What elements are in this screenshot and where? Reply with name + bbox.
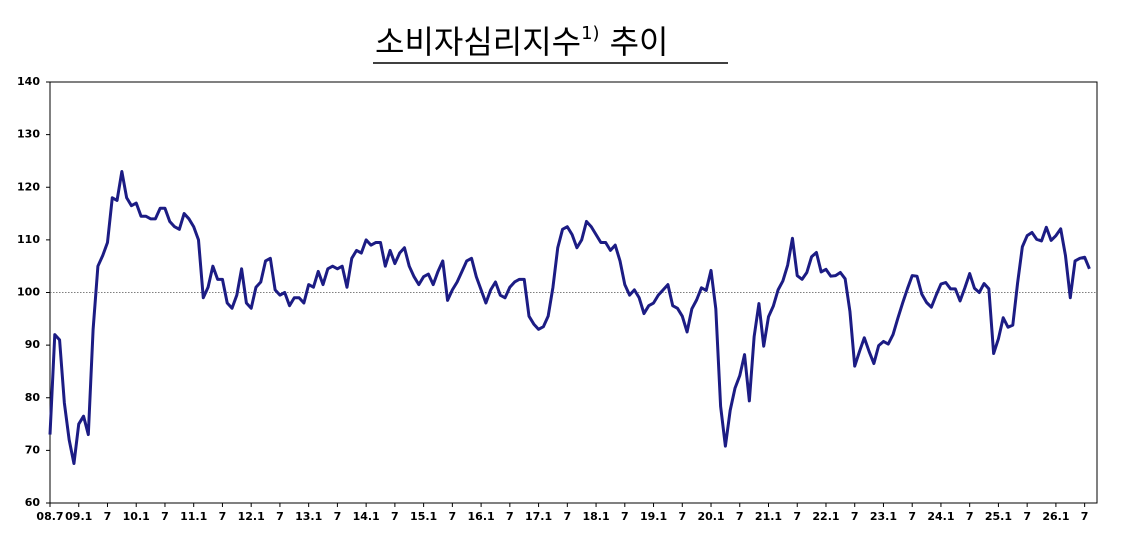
x-tick-label: 14.1 [353, 510, 380, 523]
x-tick-label: 7 [1081, 510, 1089, 523]
x-tick-label: 7 [621, 510, 629, 523]
chart-title: 소비자심리지수1) 추이 [375, 23, 668, 61]
x-tick-label: 16.1 [468, 510, 495, 523]
x-tick-label: 7 [1023, 510, 1031, 523]
x-tick-label: 7 [908, 510, 916, 523]
x-tick-label: 7 [793, 510, 801, 523]
x-tick-label: 7 [506, 510, 514, 523]
y-tick-label: 120 [17, 180, 40, 193]
x-tick-label: 7 [391, 510, 399, 523]
x-tick-label: 7 [563, 510, 571, 523]
x-tick-label: 21.1 [755, 510, 782, 523]
x-tick-label: 7 [736, 510, 744, 523]
x-tick-label: 09.1 [65, 510, 92, 523]
x-tick-label: 12.1 [238, 510, 265, 523]
x-tick-label: 20.1 [697, 510, 724, 523]
x-tick-label: 7 [851, 510, 859, 523]
x-tick-label: 10.1 [123, 510, 150, 523]
x-tick-label: 7 [334, 510, 342, 523]
x-tick-label: 7 [449, 510, 457, 523]
x-tick-label: 19.1 [640, 510, 667, 523]
x-tick-label: 7 [161, 510, 169, 523]
x-tick-label: 18.1 [582, 510, 609, 523]
x-tick-label: 25.1 [985, 510, 1012, 523]
y-tick-label: 60 [25, 496, 41, 509]
y-tick-label: 140 [17, 75, 40, 88]
x-tick-label: 23.1 [870, 510, 897, 523]
x-tick-label: 7 [276, 510, 284, 523]
x-tick-label: 7 [104, 510, 112, 523]
x-tick-label: 13.1 [295, 510, 322, 523]
x-tick-label: 15.1 [410, 510, 437, 523]
title-main: 소비자심리지수 [375, 23, 581, 61]
y-tick-label: 130 [17, 128, 40, 141]
data-line [48, 169, 1091, 466]
x-tick-label: 22.1 [812, 510, 839, 523]
y-tick-label: 70 [25, 443, 41, 456]
x-tick-label: 7 [966, 510, 974, 523]
x-tick-label: 7 [678, 510, 686, 523]
x-tick-label: 7 [219, 510, 227, 523]
x-tick-label: 08.7 [36, 510, 63, 523]
y-tick-label: 90 [25, 338, 41, 351]
x-tick-label: 26.1 [1042, 510, 1069, 523]
x-tick-label: 17.1 [525, 510, 552, 523]
y-tick-label: 110 [17, 233, 40, 246]
y-tick-label: 100 [17, 286, 40, 299]
title-note: 1) [581, 23, 599, 44]
x-tick-label: 24.1 [927, 510, 954, 523]
title-suffix: 추이 [610, 23, 669, 61]
x-tick-label: 11.1 [180, 510, 207, 523]
y-tick-label: 80 [25, 391, 41, 404]
